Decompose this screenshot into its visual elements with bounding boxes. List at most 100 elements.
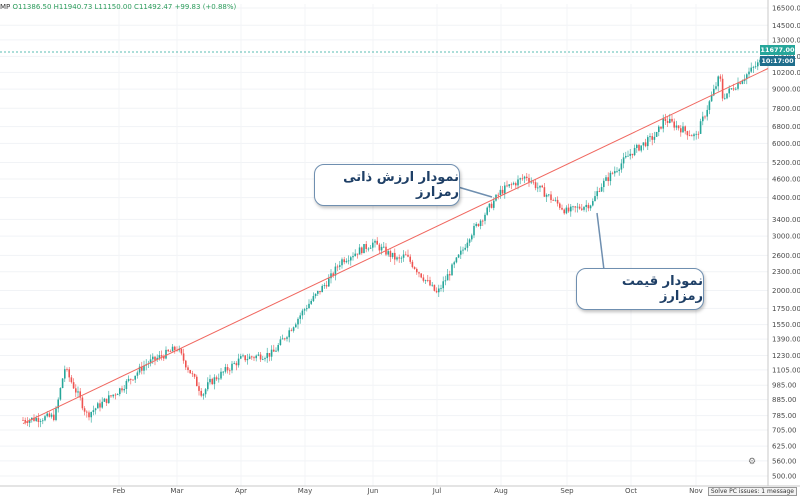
candle-body	[585, 204, 587, 208]
candle-body	[24, 420, 26, 422]
last-price-badge: 11677.00	[760, 45, 795, 55]
candle-body	[543, 187, 546, 197]
candle-body	[112, 394, 114, 397]
candle-body	[418, 272, 420, 274]
candle-body	[328, 278, 330, 287]
candle-body	[534, 182, 537, 189]
candle-body	[550, 194, 552, 201]
candle-body	[675, 125, 678, 128]
candle-body	[488, 203, 491, 208]
candle-body	[295, 324, 297, 328]
candle-body	[132, 379, 134, 381]
candle-body	[141, 366, 143, 371]
candle-body	[306, 308, 308, 310]
candle-body	[757, 62, 759, 67]
candle-body	[215, 377, 218, 380]
candle-body	[28, 419, 31, 423]
notification-button[interactable]: Solve PC issues: 1 message	[707, 487, 797, 496]
y-tick-label: 6800.00	[772, 123, 800, 131]
intrinsic-value-callout-text: نمودار ارزش ذاتی رمزارز	[343, 170, 459, 200]
candle-body	[72, 382, 75, 389]
candle-body	[108, 395, 110, 404]
candle-body	[721, 78, 724, 99]
candle-body	[92, 410, 95, 413]
y-tick-label: 885.00	[772, 396, 797, 404]
candle-body	[710, 95, 713, 102]
candle-body	[532, 181, 535, 183]
candle-body	[466, 242, 469, 248]
candle-body	[372, 242, 374, 248]
candle-body	[644, 142, 647, 147]
time-axis[interactable]: Feb Mar Apr May Jun Jul Aug Sep Oct Nov	[113, 487, 703, 495]
candle-body	[367, 248, 370, 250]
candle-body	[647, 137, 649, 147]
candle-body	[171, 346, 174, 352]
candle-body	[361, 247, 363, 254]
candle-body	[603, 180, 605, 188]
candle-body	[746, 74, 748, 80]
candle-body	[724, 98, 726, 100]
candle-body	[22, 419, 24, 421]
candle-body	[479, 220, 482, 227]
candle-body	[297, 318, 299, 325]
candlestick-series	[22, 56, 768, 428]
candle-body	[605, 177, 607, 181]
candle-body	[264, 358, 266, 360]
candle-body	[444, 280, 447, 282]
candle-body	[627, 155, 629, 157]
candle-body	[211, 378, 213, 385]
candle-body	[473, 225, 475, 236]
candle-body	[255, 355, 257, 359]
x-tick-label: Aug	[494, 487, 508, 495]
candle-body	[53, 414, 55, 421]
candle-body	[251, 356, 253, 358]
y-tick-label: 14500.00	[772, 22, 800, 30]
candle-body	[464, 247, 466, 250]
candle-body	[136, 372, 139, 376]
candle-body	[325, 285, 328, 287]
candle-body	[394, 252, 396, 260]
candle-body	[719, 76, 722, 79]
candle-body	[167, 349, 169, 352]
y-tick-label: 1105.00	[772, 366, 800, 374]
intrinsic-value-trendline[interactable]	[22, 68, 769, 424]
candle-body	[594, 196, 596, 202]
candle-body	[442, 281, 444, 289]
candle-body	[583, 207, 585, 210]
candle-body	[523, 176, 526, 179]
candle-body	[400, 257, 403, 259]
candle-body	[548, 194, 550, 196]
candle-body	[97, 403, 99, 409]
candle-body	[358, 247, 361, 255]
candle-body	[149, 359, 152, 364]
candle-body	[319, 290, 321, 293]
gear-icon[interactable]: ⚙	[748, 456, 757, 466]
candle-body	[510, 184, 513, 186]
y-tick-label: 1750.00	[772, 305, 800, 313]
candle-body	[200, 390, 202, 396]
candle-body	[576, 206, 579, 208]
candle-body	[552, 200, 554, 201]
y-tick-label: 5200.00	[772, 159, 800, 167]
ohlc-values: O11386.50 H11940.73 L11150.00 C11492.47 …	[12, 3, 237, 11]
y-tick-label: 16500.00	[772, 5, 800, 13]
candle-body	[398, 257, 400, 259]
candle-body	[416, 268, 418, 273]
candle-body	[59, 388, 62, 400]
candle-body	[607, 177, 609, 182]
y-tick-label: 500.00	[772, 473, 797, 481]
candle-body	[517, 179, 519, 186]
candle-body	[691, 135, 693, 137]
candle-body	[519, 178, 521, 180]
candle-body	[154, 356, 156, 360]
candle-body	[708, 101, 711, 110]
candle-body	[83, 408, 86, 412]
candle-body	[332, 273, 334, 276]
candle-body	[378, 244, 381, 251]
candle-body	[114, 394, 117, 396]
candle-body	[702, 116, 704, 122]
candle-body	[165, 349, 167, 359]
candle-body	[611, 172, 614, 174]
x-tick-label: Mar	[170, 487, 183, 495]
price-axis[interactable]: 16500.0014500.0013000.0011500.0010200.00…	[772, 5, 800, 481]
